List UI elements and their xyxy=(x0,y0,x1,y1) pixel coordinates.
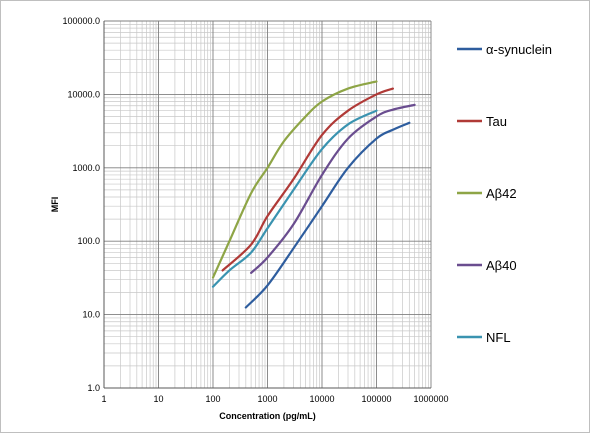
y-tick-label: 1000.0 xyxy=(72,163,100,173)
legend-label: Tau xyxy=(486,114,507,129)
y-tick-label: 10.0 xyxy=(82,310,100,320)
series-line-a-42 xyxy=(211,80,378,279)
x-tick-label: 100 xyxy=(205,394,220,404)
series-line-a-40 xyxy=(249,103,416,274)
series-line-tau xyxy=(221,87,395,272)
x-axis-title: Concentration (pg/mL) xyxy=(219,411,316,421)
legend-label: NFL xyxy=(486,330,511,345)
x-tick-label: 1 xyxy=(101,394,106,404)
x-tick-label: 1000 xyxy=(257,394,277,404)
y-tick-label: 100000.0 xyxy=(62,16,100,26)
x-tick-label: 10 xyxy=(153,394,163,404)
y-tick-label: 10000.0 xyxy=(67,89,100,99)
series-line-nfl xyxy=(211,109,378,288)
y-tick-label: 100.0 xyxy=(77,236,100,246)
x-tick-label: 1000000 xyxy=(413,394,448,404)
legend-label: Aβ42 xyxy=(486,186,517,201)
y-axis-title: MFI xyxy=(50,197,60,213)
legend-label: α-synuclein xyxy=(486,42,552,57)
series-line-synuclein xyxy=(244,121,411,309)
x-tick-label: 100000 xyxy=(361,394,391,404)
x-tick-label: 10000 xyxy=(309,394,334,404)
legend-label: Aβ40 xyxy=(486,258,517,273)
y-tick-label: 1.0 xyxy=(87,383,100,393)
